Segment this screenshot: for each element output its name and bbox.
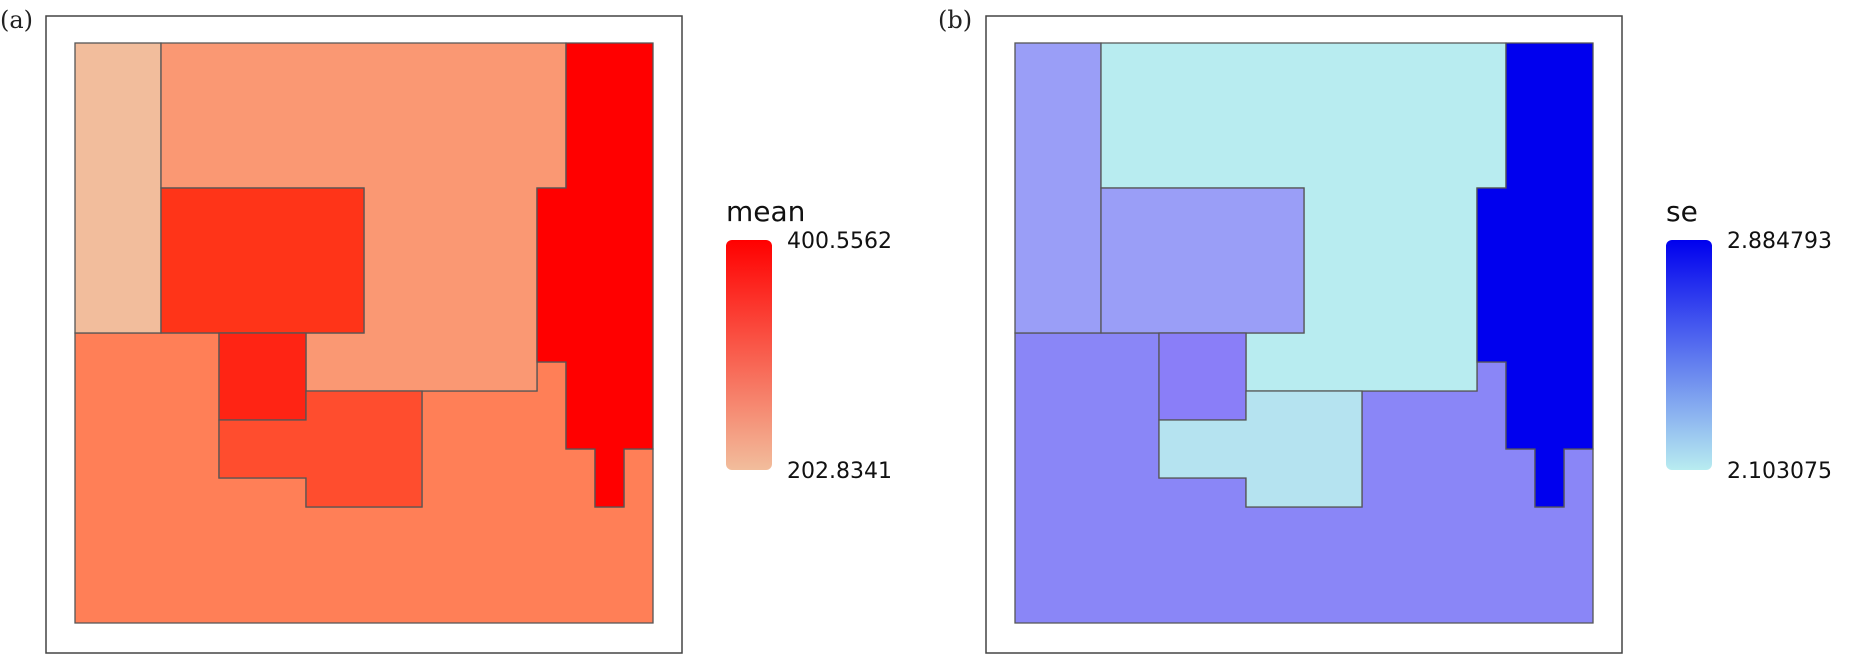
panel-b-map	[1014, 42, 1594, 624]
panel-a-map	[74, 42, 654, 624]
panel-a-tag: (a)	[0, 6, 33, 34]
panel-b-frame	[985, 15, 1623, 654]
panel-b-legend-max: 2.884793	[1727, 229, 1832, 254]
panel-b-region-center-block[interactable]	[1100, 187, 1305, 334]
panel-b-legend-min: 2.103075	[1727, 459, 1832, 484]
panel-a-legend: mean 400.5562 202.8341	[726, 195, 892, 484]
panel-b-tag: (b)	[938, 6, 972, 34]
panel-b-colorbar	[1666, 240, 1712, 470]
panel-a-frame	[45, 15, 683, 654]
panel-b-legend: se 2.884793 2.103075	[1666, 195, 1832, 484]
panel-a-legend-min: 202.8341	[787, 459, 892, 484]
panel-a-region-south-center[interactable]	[218, 390, 423, 508]
panel-a: (a) mean 400.5562 202.8341	[0, 6, 892, 654]
panel-b-legend-title: se	[1666, 195, 1698, 228]
panel-b-region-west-strip[interactable]	[1014, 42, 1102, 334]
panel-a-colorbar	[726, 240, 772, 470]
panel-b-region-small-block[interactable]	[1158, 332, 1247, 421]
panel-a-region-east-corridor[interactable]	[536, 42, 654, 508]
panel-b: (b) se 2.884793 2.103075	[938, 6, 1832, 654]
panel-a-legend-title: mean	[726, 195, 805, 228]
panel-b-region-east-corridor[interactable]	[1476, 42, 1594, 508]
panel-a-region-small-block[interactable]	[218, 332, 307, 421]
panel-a-region-west-strip[interactable]	[74, 42, 162, 334]
panel-b-region-south-center[interactable]	[1158, 390, 1363, 508]
panel-a-region-center-block[interactable]	[160, 187, 365, 334]
panel-a-legend-max: 400.5562	[787, 229, 892, 254]
